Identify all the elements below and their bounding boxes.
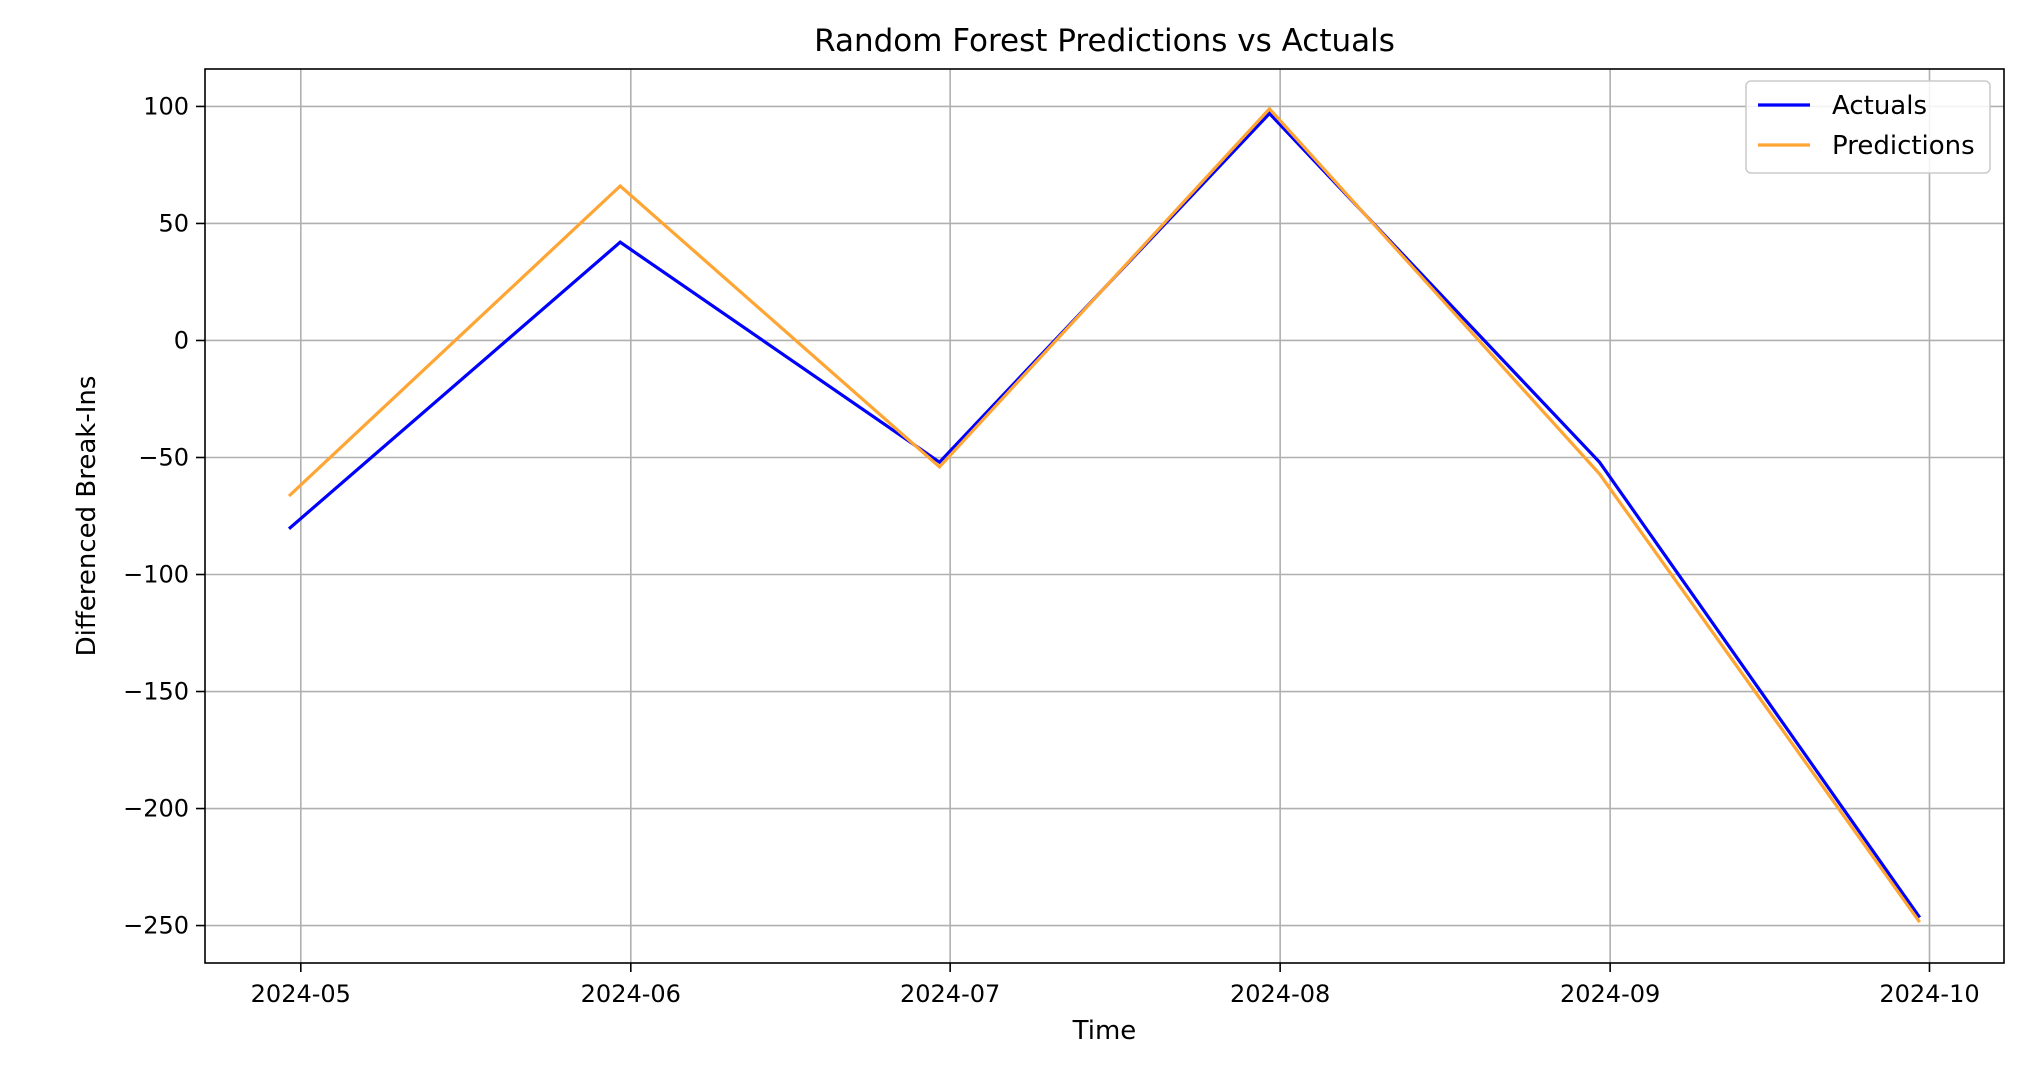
series-line-predictions (287, 106, 1922, 924)
x-axis-title: Time (1072, 1016, 1137, 1046)
x-tick-label: 2024-10 (1879, 980, 1979, 1008)
y-tick-label: −200 (123, 795, 189, 823)
y-tick-label: −50 (138, 443, 189, 471)
y-tick-label: −250 (123, 912, 189, 940)
y-tick-label: −100 (123, 561, 189, 589)
x-tick-label: 2024-09 (1560, 980, 1660, 1008)
x-tick-label: 2024-07 (900, 980, 1000, 1008)
y-axis-title: Differenced Break-Ins (72, 376, 102, 657)
x-axis-ticks: 2024-05 2024-06 2024-07 2024-08 2024-09 2024-… (251, 963, 1980, 1008)
y-tick-label: 50 (158, 209, 189, 237)
y-tick-label: 100 (143, 92, 189, 120)
y-tick-label: −150 (123, 678, 189, 706)
plot-frame (204, 68, 2005, 964)
grid (205, 69, 2004, 963)
x-tick-label: 2024-05 (251, 980, 351, 1008)
y-tick-label: 0 (174, 326, 189, 354)
series-line-actuals (287, 111, 1922, 919)
x-tick-label: 2024-08 (1230, 980, 1330, 1008)
x-tick-label: 2024-06 (581, 980, 681, 1008)
legend-label-predictions: Predictions (1832, 131, 1975, 161)
chart-title: Random Forest Predictions vs Actuals (814, 23, 1395, 59)
legend-label-actuals: Actuals (1832, 91, 1927, 121)
series-lines (287, 106, 1922, 924)
legend: Actuals Predictions (1745, 80, 1991, 174)
y-axis-ticks: 100 50 0 −50 −100 −150 −200 −250 (123, 92, 205, 940)
